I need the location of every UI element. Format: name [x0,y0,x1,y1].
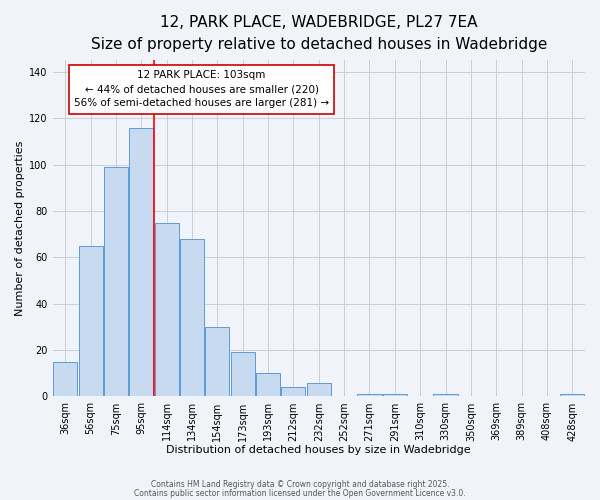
Text: 12 PARK PLACE: 103sqm
← 44% of detached houses are smaller (220)
56% of semi-det: 12 PARK PLACE: 103sqm ← 44% of detached … [74,70,329,108]
Bar [358,394,382,396]
Text: Contains public sector information licensed under the Open Government Licence v3: Contains public sector information licen… [134,488,466,498]
Bar [230,352,255,397]
Bar [205,327,229,396]
Bar [281,387,305,396]
Bar [180,239,204,396]
Bar [256,374,280,396]
Bar [155,222,179,396]
Bar [433,394,458,396]
Bar [383,394,407,396]
Title: 12, PARK PLACE, WADEBRIDGE, PL27 7EA
Size of property relative to detached house: 12, PARK PLACE, WADEBRIDGE, PL27 7EA Siz… [91,15,547,52]
Y-axis label: Number of detached properties: Number of detached properties [15,140,25,316]
Text: Contains HM Land Registry data © Crown copyright and database right 2025.: Contains HM Land Registry data © Crown c… [151,480,449,489]
X-axis label: Distribution of detached houses by size in Wadebridge: Distribution of detached houses by size … [166,445,471,455]
Bar [79,246,103,396]
Bar [560,394,584,396]
Bar [129,128,154,396]
Bar [307,382,331,396]
Bar [104,167,128,396]
Bar [53,362,77,396]
